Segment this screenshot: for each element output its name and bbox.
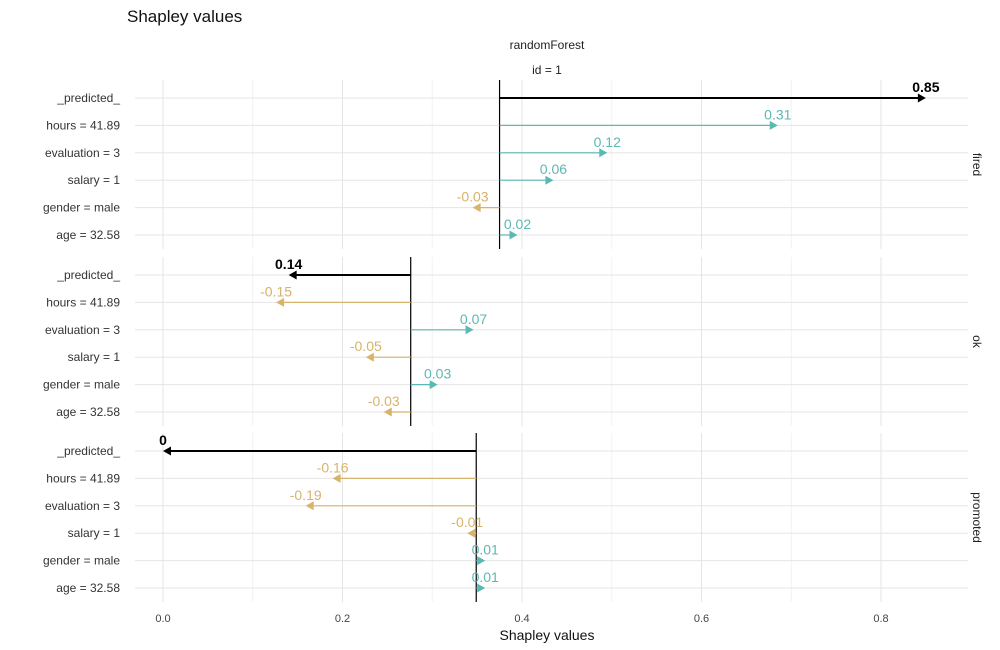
y-tick-label: hours = 41.89 <box>46 471 120 485</box>
contribution-arrow-head <box>465 325 474 335</box>
contribution-arrow-head <box>509 230 518 240</box>
contribution-arrow-head <box>332 473 341 483</box>
y-tick-label: gender = male <box>43 554 120 568</box>
facet-strip-label: fired <box>970 153 984 176</box>
contribution-arrow-head <box>383 407 392 417</box>
contribution-value-label: -0.05 <box>350 338 382 354</box>
x-axis-label: Shapley values <box>500 627 595 643</box>
predicted-arrow-head <box>288 270 297 280</box>
panel-fired: _predicted_hours = 41.89 evaluation = 3 sa… <box>43 79 984 249</box>
contribution-arrow-head <box>599 148 608 158</box>
y-tick-label: age = 32.58 <box>56 405 120 419</box>
contribution-arrow-head <box>305 501 314 511</box>
contribution-value-label: 0.01 <box>472 542 499 558</box>
contribution-value-label: 0.06 <box>540 161 567 177</box>
facet-strip-label: ok <box>970 335 984 349</box>
y-tick-label: _predicted_ <box>56 91 120 105</box>
predicted-value-label: 0.85 <box>912 79 939 95</box>
y-tick-label: salary = 1 <box>68 173 121 187</box>
contribution-value-label: -0.01 <box>451 514 483 530</box>
y-tick-label: salary = 1 <box>68 526 121 540</box>
contribution-value-label: -0.15 <box>260 283 292 299</box>
contribution-arrow-head <box>477 583 486 593</box>
contribution-value-label: 0.12 <box>594 134 621 150</box>
chart-title: Shapley values <box>127 7 242 26</box>
predicted-arrow-head <box>917 93 926 103</box>
y-tick-label: _predicted_ <box>56 268 120 282</box>
contribution-arrow-head <box>472 203 481 213</box>
y-tick-label: evaluation = 3 <box>45 146 120 160</box>
y-tick-label: gender = male <box>43 378 120 392</box>
y-tick-label: age = 32.58 <box>56 581 120 595</box>
x-tick-label: 0.8 <box>873 613 888 625</box>
contribution-value-label: 0.31 <box>764 106 791 122</box>
contribution-arrow-head <box>276 297 285 307</box>
x-tick-label: 0.0 <box>155 613 170 625</box>
contribution-value-label: 0.07 <box>460 311 487 327</box>
contribution-arrow-head <box>467 528 476 538</box>
contribution-arrow-head <box>477 556 486 566</box>
panel-promoted: _predicted_hours = 41.89 evaluation = 3 sa… <box>43 432 984 602</box>
contribution-value-label: -0.03 <box>368 393 400 409</box>
contribution-value-label: -0.16 <box>317 459 349 475</box>
predicted-value-label: 0.14 <box>275 256 302 272</box>
panel-ok: _predicted_hours = 41.89 evaluation = 3 sa… <box>43 256 984 426</box>
contribution-value-label: 0.02 <box>504 216 531 232</box>
contribution-value-label: -0.19 <box>290 487 322 503</box>
contribution-arrow-head <box>545 175 554 185</box>
contribution-arrow-head <box>429 380 438 390</box>
y-tick-label: age = 32.58 <box>56 228 120 242</box>
contribution-arrow-head <box>365 352 374 362</box>
y-tick-label: evaluation = 3 <box>45 323 120 337</box>
predicted-value-label: 0 <box>159 432 167 448</box>
contribution-value-label: -0.03 <box>457 189 489 205</box>
contribution-arrow-head <box>769 120 778 130</box>
x-axis: 0.0 0.2 0.4 0.6 0.8 <box>155 613 888 625</box>
contribution-value-label: 0.03 <box>424 366 451 382</box>
chart-subtitle: randomForest <box>510 38 585 52</box>
observation-label: id = 1 <box>532 63 562 77</box>
y-tick-label: evaluation = 3 <box>45 499 120 513</box>
y-tick-label: _predicted_ <box>56 444 120 458</box>
y-tick-label: gender = male <box>43 201 120 215</box>
x-tick-label: 0.4 <box>514 613 529 625</box>
y-tick-label: hours = 41.89 <box>46 295 120 309</box>
x-tick-label: 0.6 <box>694 613 709 625</box>
contribution-value-label: 0.01 <box>472 569 499 585</box>
predicted-arrow-head <box>163 446 171 456</box>
y-tick-label: hours = 41.89 <box>46 118 120 132</box>
y-tick-label: salary = 1 <box>68 350 121 364</box>
x-tick-label: 0.2 <box>335 613 350 625</box>
facet-strip-label: promoted <box>970 492 984 543</box>
